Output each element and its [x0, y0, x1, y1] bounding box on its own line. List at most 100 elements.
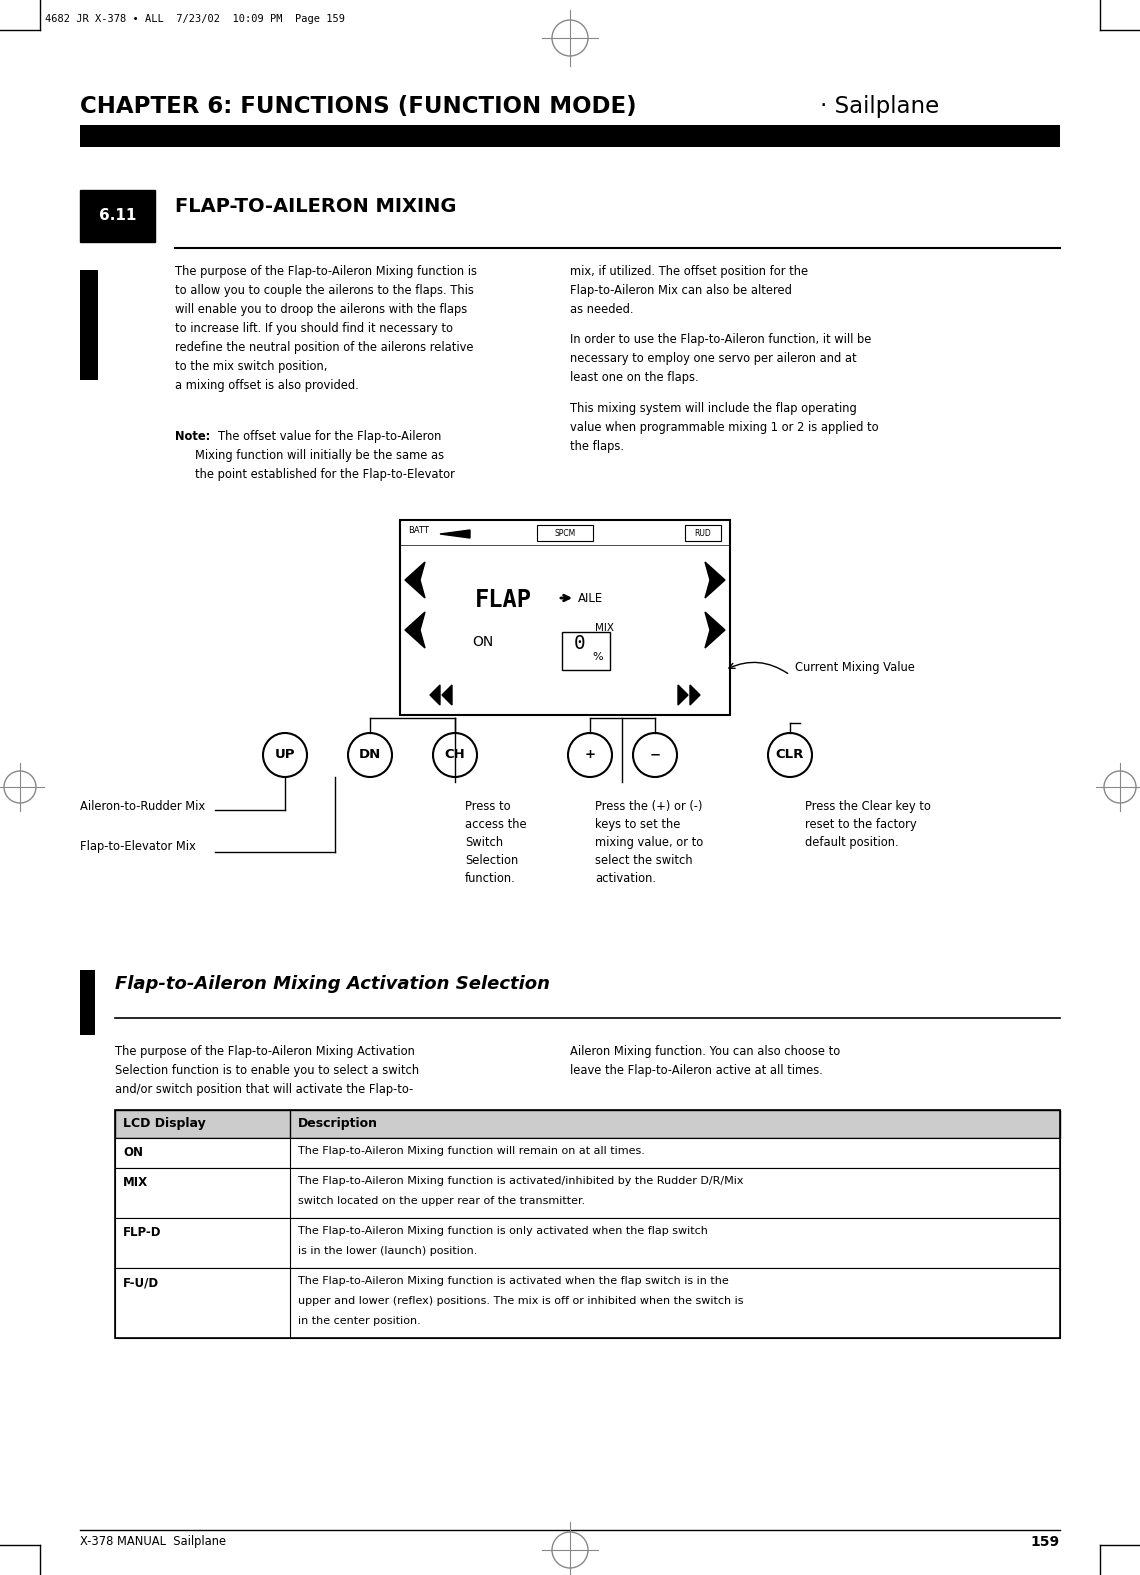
Text: The purpose of the Flap-to-Aileron Mixing function is: The purpose of the Flap-to-Aileron Mixin… — [176, 265, 477, 279]
Text: 0: 0 — [575, 635, 586, 654]
Polygon shape — [705, 613, 725, 647]
Bar — [400, 520, 730, 715]
Text: default position.: default position. — [805, 836, 898, 849]
Text: mix, if utilized. The offset position for the: mix, if utilized. The offset position fo… — [570, 265, 808, 279]
Text: Aileron-to-Rudder Mix: Aileron-to-Rudder Mix — [80, 800, 205, 813]
Text: Selection function is to enable you to select a switch: Selection function is to enable you to s… — [115, 1065, 420, 1077]
Text: This mixing system will include the flap operating: This mixing system will include the flap… — [570, 402, 857, 414]
Text: +: + — [585, 748, 595, 761]
Bar — [115, 1169, 1060, 1217]
Text: leave the Flap-to-Aileron active at all times.: leave the Flap-to-Aileron active at all … — [570, 1065, 823, 1077]
Text: CH: CH — [445, 748, 465, 761]
Text: 4682 JR X-378 • ALL  7/23/02  10:09 PM  Page 159: 4682 JR X-378 • ALL 7/23/02 10:09 PM Pag… — [44, 14, 345, 24]
Polygon shape — [678, 685, 689, 706]
Text: the flaps.: the flaps. — [570, 439, 624, 452]
Text: AILE: AILE — [578, 592, 603, 605]
Polygon shape — [405, 562, 425, 598]
Text: will enable you to droop the ailerons with the flaps: will enable you to droop the ailerons wi… — [176, 302, 467, 317]
Text: to allow you to couple the ailerons to the flaps. This: to allow you to couple the ailerons to t… — [176, 284, 474, 298]
Text: Note:: Note: — [176, 430, 210, 443]
Bar — [115, 1139, 1060, 1169]
Text: Press the Clear key to: Press the Clear key to — [805, 800, 931, 813]
Bar — [115, 1217, 1060, 1268]
Text: is in the lower (launch) position.: is in the lower (launch) position. — [298, 1246, 478, 1255]
Text: access the: access the — [465, 817, 527, 832]
Text: necessary to employ one servo per aileron and at: necessary to employ one servo per ailero… — [570, 353, 856, 365]
Text: ON: ON — [123, 1147, 142, 1159]
Text: keys to set the: keys to set the — [595, 817, 681, 832]
Text: The offset value for the Flap-to-Aileron: The offset value for the Flap-to-Aileron — [218, 430, 441, 443]
Text: LCD Display: LCD Display — [123, 1118, 205, 1131]
Text: The Flap-to-Aileron Mixing function is only activated when the flap switch: The Flap-to-Aileron Mixing function is o… — [298, 1225, 708, 1236]
Text: select the switch: select the switch — [595, 854, 693, 866]
Text: the point established for the Flap-to-Elevator: the point established for the Flap-to-El… — [195, 468, 455, 480]
Text: The Flap-to-Aileron Mixing function is activated/inhibited by the Rudder D/R/Mix: The Flap-to-Aileron Mixing function is a… — [298, 1177, 743, 1186]
Text: Mixing function will initially be the same as: Mixing function will initially be the sa… — [195, 449, 445, 461]
Text: as needed.: as needed. — [570, 302, 634, 317]
Text: The Flap-to-Aileron Mixing function is activated when the flap switch is in the: The Flap-to-Aileron Mixing function is a… — [298, 1276, 728, 1287]
Text: to increase lift. If you should find it necessary to: to increase lift. If you should find it … — [176, 321, 453, 335]
Polygon shape — [440, 531, 470, 539]
Bar — [80, 124, 1060, 146]
Text: Current Mixing Value: Current Mixing Value — [795, 662, 915, 674]
Text: F-U/D: F-U/D — [123, 1276, 160, 1288]
Text: Press the (+) or (-): Press the (+) or (-) — [595, 800, 702, 813]
Text: In order to use the Flap-to-Aileron function, it will be: In order to use the Flap-to-Aileron func… — [570, 334, 871, 346]
Polygon shape — [430, 685, 440, 706]
Text: redefine the neutral position of the ailerons relative: redefine the neutral position of the ail… — [176, 342, 473, 354]
Text: Selection: Selection — [465, 854, 519, 866]
Text: to the mix switch position,: to the mix switch position, — [176, 361, 327, 373]
Text: X-378 MANUAL  Sailplane: X-378 MANUAL Sailplane — [80, 1536, 226, 1548]
Bar — [115, 1268, 1060, 1339]
Text: 6.11: 6.11 — [99, 208, 136, 224]
Text: CLR: CLR — [776, 748, 804, 761]
Text: and/or switch position that will activate the Flap-to-: and/or switch position that will activat… — [115, 1084, 413, 1096]
Polygon shape — [405, 613, 425, 647]
Text: mixing value, or to: mixing value, or to — [595, 836, 703, 849]
Text: reset to the factory: reset to the factory — [805, 817, 917, 832]
Text: Press to: Press to — [465, 800, 511, 813]
Text: Flap-to-Aileron Mix can also be altered: Flap-to-Aileron Mix can also be altered — [570, 284, 792, 298]
Bar — [80, 269, 98, 380]
Bar — [80, 191, 155, 243]
Text: MIX: MIX — [595, 624, 614, 633]
Text: RUD: RUD — [694, 529, 711, 537]
Text: value when programmable mixing 1 or 2 is applied to: value when programmable mixing 1 or 2 is… — [570, 421, 879, 433]
Text: Switch: Switch — [465, 836, 503, 849]
Text: MIX: MIX — [123, 1177, 148, 1189]
Text: FLP-D: FLP-D — [123, 1225, 162, 1240]
Bar — [115, 1110, 1060, 1139]
Text: least one on the flaps.: least one on the flaps. — [570, 372, 699, 384]
Text: Aileron Mixing function. You can also choose to: Aileron Mixing function. You can also ch… — [570, 1044, 840, 1058]
Text: in the center position.: in the center position. — [298, 1317, 421, 1326]
Text: CHAPTER 6: FUNCTIONS (FUNCTION MODE): CHAPTER 6: FUNCTIONS (FUNCTION MODE) — [80, 94, 636, 118]
Text: UP: UP — [275, 748, 295, 761]
Text: upper and lower (reflex) positions. The mix is off or inhibited when the switch : upper and lower (reflex) positions. The … — [298, 1296, 743, 1306]
Text: The purpose of the Flap-to-Aileron Mixing Activation: The purpose of the Flap-to-Aileron Mixin… — [115, 1044, 415, 1058]
Text: ON: ON — [472, 635, 494, 649]
Text: switch located on the upper rear of the transmitter.: switch located on the upper rear of the … — [298, 1195, 585, 1206]
Bar — [115, 1110, 1060, 1339]
Text: Flap-to-Aileron Mixing Activation Selection: Flap-to-Aileron Mixing Activation Select… — [115, 975, 549, 992]
Text: 159: 159 — [1031, 1536, 1060, 1548]
Bar — [80, 970, 95, 1035]
Text: a mixing offset is also provided.: a mixing offset is also provided. — [176, 380, 359, 392]
Text: DN: DN — [359, 748, 381, 761]
Text: −: − — [650, 748, 660, 761]
Text: function.: function. — [465, 873, 515, 885]
Text: FLAP-TO-AILERON MIXING: FLAP-TO-AILERON MIXING — [176, 197, 456, 216]
Text: Flap-to-Elevator Mix: Flap-to-Elevator Mix — [80, 839, 196, 854]
Text: FLAP: FLAP — [475, 587, 532, 613]
Polygon shape — [442, 685, 451, 706]
Text: BATT: BATT — [408, 526, 429, 536]
Bar — [537, 524, 593, 540]
Text: %: % — [592, 652, 603, 662]
Bar — [562, 632, 610, 669]
Text: activation.: activation. — [595, 873, 656, 885]
Polygon shape — [705, 562, 725, 598]
Text: SPCM: SPCM — [554, 529, 576, 537]
Text: The Flap-to-Aileron Mixing function will remain on at all times.: The Flap-to-Aileron Mixing function will… — [298, 1147, 645, 1156]
Text: · Sailplane: · Sailplane — [820, 94, 939, 118]
Bar — [685, 524, 720, 540]
Polygon shape — [690, 685, 700, 706]
